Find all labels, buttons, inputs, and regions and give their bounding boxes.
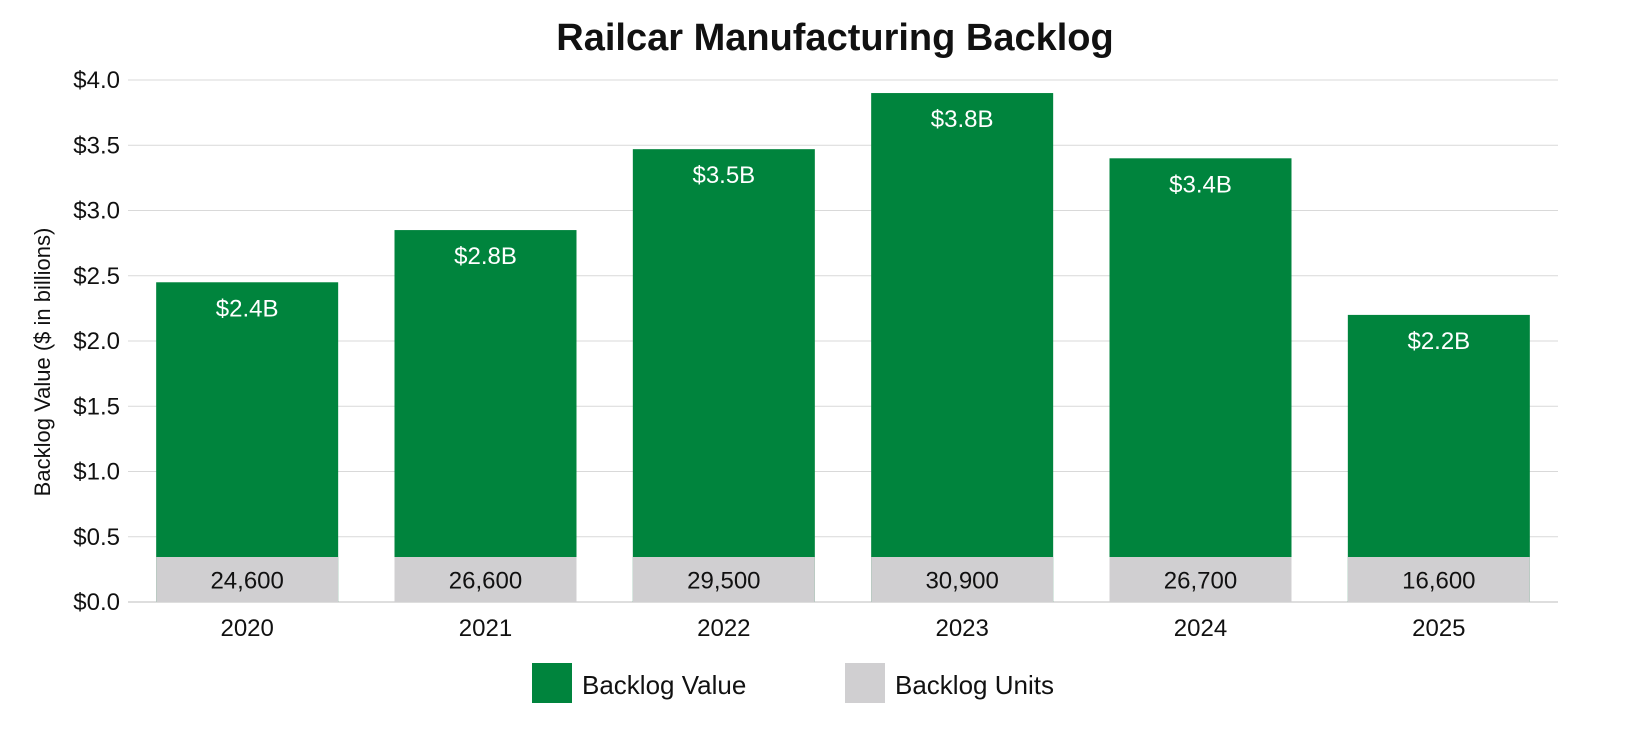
bar-backlog-value-2020 [156,282,339,602]
legend-label-backlog-value: Backlog Value [582,670,746,700]
x-tick-label: 2023 [935,615,988,642]
bar-backlog-value-2024 [1109,158,1292,603]
y-tick-label: $3.0 [73,198,120,225]
bar-backlog-units-2023 [871,557,1054,602]
legend-label-backlog-units: Backlog Units [895,670,1054,700]
data-label-backlog-units: 16,600 [1402,568,1475,595]
data-label-backlog-units: 30,900 [925,568,998,595]
legend: Backlog Value Backlog Units [532,663,1054,703]
bar-backlog-value-2023 [871,93,1054,603]
x-tick-label: 2021 [459,615,512,642]
legend-swatch-backlog-units [845,663,885,703]
data-label-backlog-value: $3.4B [1169,171,1232,198]
y-tick-label: $2.0 [73,328,120,355]
data-label-backlog-units: 26,700 [1164,568,1237,595]
bar-backlog-units-2025 [1347,557,1530,602]
bar-backlog-units-2024 [1109,557,1292,602]
x-axis-ticks: 2020 2021 2022 2023 2024 2025 [220,615,1465,642]
y-tick-label: $0.5 [73,524,120,551]
y-tick-label: $1.5 [73,393,120,420]
x-tick-label: 2022 [697,615,750,642]
data-label-backlog-value: $3.8B [931,106,994,133]
x-tick-label: 2020 [220,615,273,642]
y-axis-label: Backlog Value ($ in billions) [30,228,55,497]
y-axis-ticks: $0.0 $0.5 $1.0 $1.5 $2.0 $2.5 $3.0 $3.5 $4.0 [73,67,120,616]
data-label-backlog-value: $2.8B [454,243,517,270]
bar-backlog-units-2020 [156,557,339,602]
grid-lines [128,79,1558,603]
x-tick-label: 2025 [1412,615,1465,642]
y-tick-label: $0.0 [73,589,120,616]
y-tick-label: $1.0 [73,459,120,486]
x-tick-label: 2024 [1174,615,1227,642]
legend-swatch-backlog-value [532,663,572,703]
bar-backlog-units-2021 [394,557,577,602]
data-label-backlog-value: $2.2B [1407,328,1470,355]
chart-title: Railcar Manufacturing Backlog [556,17,1113,59]
data-label-backlog-units: 29,500 [687,568,760,595]
y-tick-label: $3.5 [73,132,120,159]
data-label-backlog-units: 24,600 [210,568,283,595]
data-label-backlog-value: $2.4B [216,295,279,322]
bars: $2.4B 24,600 $2.8B 26,600 $3.5B 29,500 $3.8B 30… [156,93,1530,603]
bar-backlog-value-2022 [632,149,815,603]
bar-backlog-value-2025 [1347,314,1530,602]
y-tick-label: $2.5 [73,263,120,290]
bar-backlog-units-2022 [632,557,815,602]
data-label-backlog-value: $3.5B [692,162,755,189]
y-tick-label: $4.0 [73,67,120,94]
bar-backlog-value-2021 [394,230,577,602]
data-label-backlog-units: 26,600 [449,568,522,595]
